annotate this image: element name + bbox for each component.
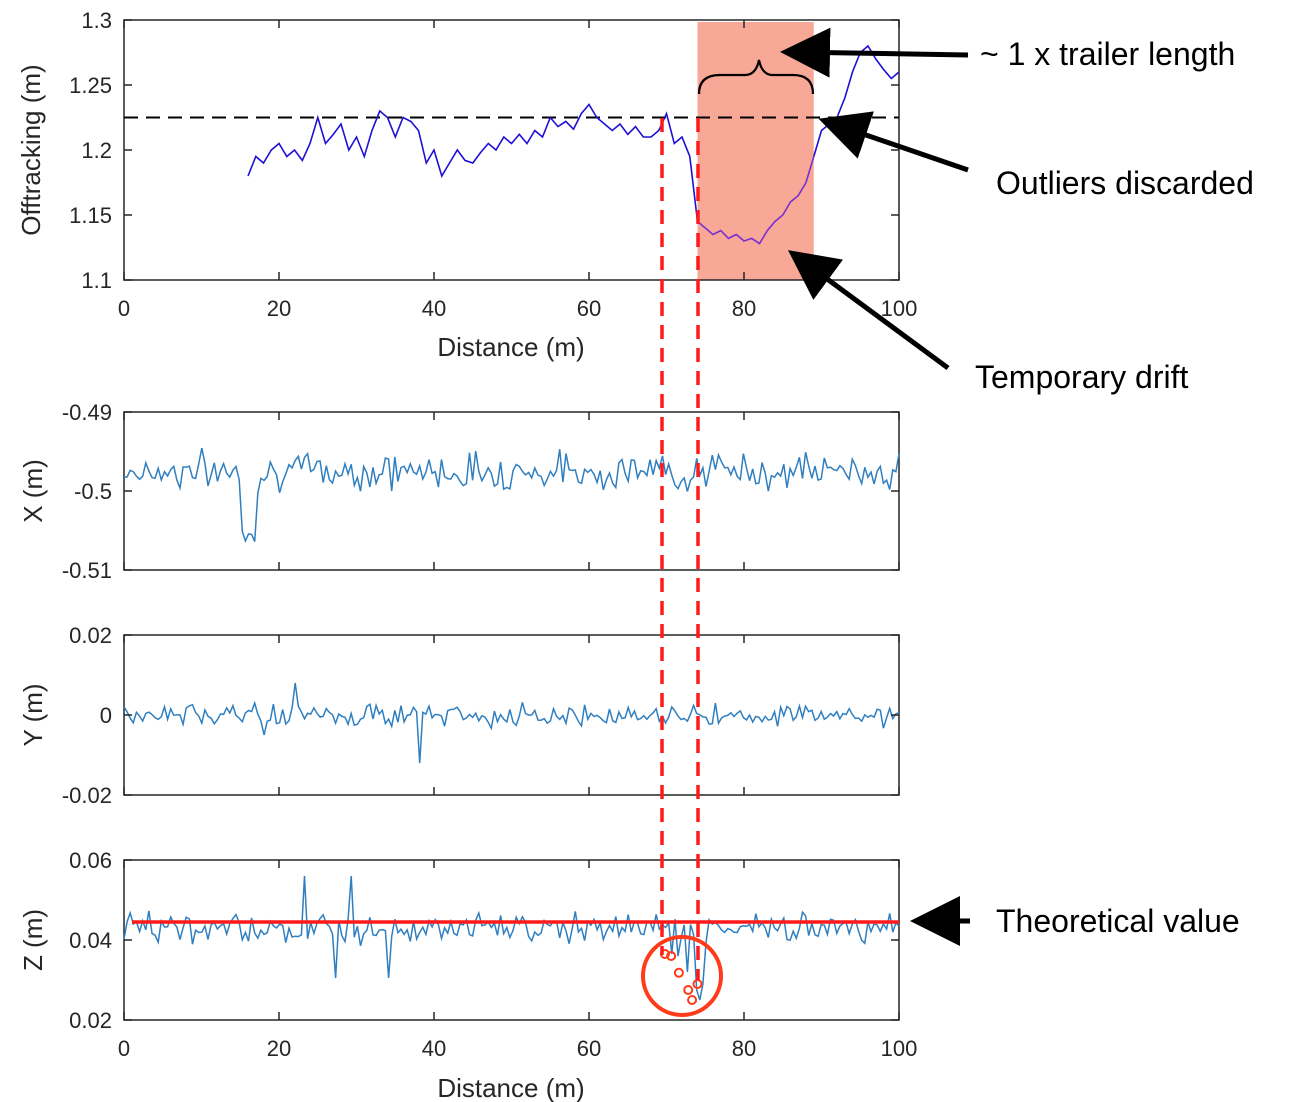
trailer-length-annotation: ~ 1 x trailer length [980,36,1235,72]
outliers-arrow [818,111,969,173]
x-tick-label: 100 [881,296,918,321]
y-tick-label: -0.02 [62,783,112,808]
y-tick-label: -0.5 [74,479,112,504]
x-tick-label: 60 [577,1036,601,1061]
y-tick-label: 0.02 [69,623,112,648]
y-tick-label: 1.3 [81,8,112,33]
x-series-line [123,447,900,544]
outlier-marker [692,979,703,989]
y-y-axis-label: Y (m) [18,683,48,746]
x-panel: -0.51 -0.5 -0.49 X (m) [18,400,900,583]
x-tick-label: 20 [267,1036,291,1061]
outlier-marker [673,967,684,978]
y-tick-label: 0 [100,703,112,728]
outlier-marker [666,951,677,961]
offtracking-drift-line [696,156,815,245]
offtracking-panel: 1.1 1.15 1.2 1.25 1.3 0 20 40 60 80 100 Offtracki… [16,8,917,362]
x-tick-label: 80 [732,1036,756,1061]
outlier-highlight-circle [641,935,723,1017]
x-tick-label: 60 [577,296,601,321]
offtracking-x-axis-label: Distance (m) [437,332,584,362]
x-y-axis-label: X (m) [18,459,48,523]
drift-annotation: Temporary drift [975,359,1189,395]
y-tick-label: 1.1 [81,268,112,293]
trailer-length-arrow [780,27,969,78]
y-tick-label: 1.25 [69,73,112,98]
offtracking-y-axis-label: Offtracking (m) [16,64,46,235]
y-panel: -0.02 0 0.02 Y (m) [18,623,900,808]
theoretical-annotation: Theoretical value [996,903,1240,939]
y-tick-label: 1.15 [69,203,112,228]
z-series-line [123,875,900,1001]
y-tick-label: 0.06 [69,848,112,873]
y-tick-label: 0.02 [69,1008,112,1033]
y-tick-label: 1.2 [81,138,112,163]
outlier-marker [687,995,698,1005]
x-tick-label: 0 [118,1036,130,1061]
x-tick-label: 0 [118,296,130,321]
z-x-axis-label: Distance (m) [437,1073,584,1102]
z-plot-frame [123,859,900,1021]
y-tick-label: -0.49 [62,400,112,425]
x-tick-label: 100 [881,1036,918,1061]
z-y-axis-label: Z (m) [18,909,48,971]
x-tick-label: 20 [267,296,291,321]
drift-arrow [787,250,950,371]
y-tick-label: 0.04 [69,928,112,953]
outlier-marker [683,985,694,995]
z-panel: 0.02 0.04 0.06 0 20 40 60 80 100 Z (m) Distance… [18,848,917,1102]
outliers-annotation: Outliers discarded [996,165,1254,201]
x-tick-label: 40 [422,1036,446,1061]
y-tick-label: -0.51 [62,558,112,583]
x-tick-label: 80 [732,296,756,321]
y-series-line [123,682,900,764]
x-tick-label: 40 [422,296,446,321]
